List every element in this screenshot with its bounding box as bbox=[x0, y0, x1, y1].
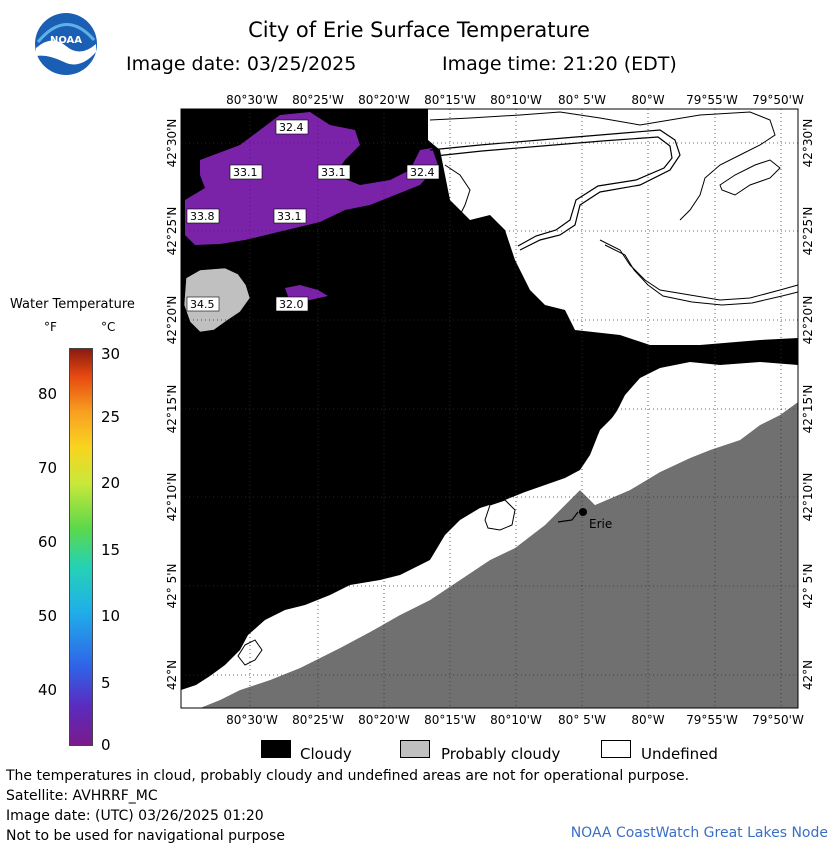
undefined-shore bbox=[195, 366, 798, 708]
key-undefined: Undefined bbox=[641, 745, 718, 763]
c-tick: 5 bbox=[101, 674, 111, 692]
lon-label: 80°W bbox=[631, 93, 664, 107]
image-date: Image date: 03/25/2025 bbox=[126, 53, 357, 75]
c-tick: 15 bbox=[101, 541, 121, 559]
noaa-logo: NOAA bbox=[35, 13, 97, 75]
credit-link[interactable]: NOAA CoastWatch Great Lakes Node bbox=[570, 825, 828, 841]
lat-label: 42°15'N bbox=[165, 385, 179, 434]
lon-label: 79°55'W bbox=[686, 713, 738, 727]
lat-label: 42°20'N bbox=[801, 296, 815, 345]
temp-label: 33.1 bbox=[321, 166, 346, 179]
lon-label: 80°30'W bbox=[226, 93, 278, 107]
lon-label: 80°25'W bbox=[292, 93, 344, 107]
cloudy-swatch bbox=[261, 740, 291, 758]
note-utc-date: Image date: (UTC) 03/26/2025 01:20 bbox=[6, 808, 264, 824]
f-tick: 60 bbox=[38, 533, 58, 551]
lon-label: 80°15'W bbox=[424, 713, 476, 727]
page-title: City of Erie Surface Temperature bbox=[248, 18, 590, 42]
city-marker-icon bbox=[579, 508, 587, 516]
key-cloudy: Cloudy bbox=[300, 745, 352, 763]
temp-label: 33.1 bbox=[277, 210, 302, 223]
c-tick: 30 bbox=[101, 345, 121, 363]
c-tick: 25 bbox=[101, 408, 121, 426]
lat-label: 42°N bbox=[165, 660, 179, 690]
lat-label: 42°10'N bbox=[165, 473, 179, 522]
land-area bbox=[200, 402, 798, 708]
temperature-colorbar bbox=[69, 348, 93, 746]
lat-label: 42°25'N bbox=[801, 207, 815, 256]
lon-label: 80°15'W bbox=[424, 93, 476, 107]
cold-water-patch bbox=[185, 112, 438, 245]
legend-title: Water Temperature bbox=[10, 297, 135, 312]
map-area bbox=[180, 108, 799, 709]
lon-label: 80°10'W bbox=[490, 93, 542, 107]
lon-label: 80°30'W bbox=[226, 713, 278, 727]
lat-label: 42°30'N bbox=[165, 119, 179, 168]
lon-label: 79°50'W bbox=[752, 713, 804, 727]
cloudy-area bbox=[181, 109, 798, 690]
lon-labels-bottom: 80°30'W 80°25'W 80°20'W 80°15'W 80°10'W … bbox=[226, 713, 804, 727]
lon-label: 80° 5'W bbox=[558, 93, 606, 107]
image-time: Image time: 21:20 (EDT) bbox=[442, 53, 677, 75]
lat-label: 42°20'N bbox=[165, 296, 179, 345]
notes: The temperatures in cloud, probably clou… bbox=[6, 766, 689, 846]
note-disclaimer: The temperatures in cloud, probably clou… bbox=[6, 768, 690, 784]
f-tick: 50 bbox=[38, 607, 58, 625]
temp-labels: 32.4 33.1 33.1 32.4 33.8 33.1 34.5 32.0 bbox=[186, 119, 440, 312]
lat-label: 42°N bbox=[801, 660, 815, 690]
temp-label: 34.5 bbox=[190, 298, 215, 311]
temp-label: 32.4 bbox=[279, 121, 304, 134]
note-navigation: Not to be used for navigational purpose bbox=[6, 828, 285, 844]
lon-label: 80°20'W bbox=[358, 93, 410, 107]
lon-label: 80°20'W bbox=[358, 713, 410, 727]
lon-label: 79°50'W bbox=[752, 93, 804, 107]
c-tick: 20 bbox=[101, 474, 121, 492]
lat-label: 42°30'N bbox=[801, 119, 815, 168]
lat-label: 42° 5'N bbox=[165, 564, 179, 609]
f-tick: 40 bbox=[38, 681, 58, 699]
lon-label: 80°10'W bbox=[490, 713, 542, 727]
f-tick: 80 bbox=[38, 385, 58, 403]
temp-label: 33.1 bbox=[233, 166, 258, 179]
lon-label: 80°25'W bbox=[292, 713, 344, 727]
lat-label: 42°25'N bbox=[165, 207, 179, 256]
graticule bbox=[181, 109, 798, 708]
lat-labels-right: 42°30'N 42°25'N 42°20'N 42°15'N 42°10'N … bbox=[801, 119, 815, 691]
temp-label: 33.8 bbox=[190, 210, 215, 223]
lon-label: 79°55'W bbox=[686, 93, 738, 107]
undefined-swatch bbox=[601, 740, 631, 758]
lat-label: 42° 5'N bbox=[801, 564, 815, 609]
lon-labels-top: 80°30'W 80°25'W 80°20'W 80°15'W 80°10'W … bbox=[226, 93, 804, 107]
unit-fahrenheit: °F bbox=[44, 320, 57, 334]
lon-label: 80°W bbox=[631, 713, 664, 727]
f-tick: 70 bbox=[38, 459, 58, 477]
lat-label: 42°10'N bbox=[801, 473, 815, 522]
note-satellite: Satellite: AVHRRF_MC bbox=[6, 788, 158, 804]
lat-label: 42°15'N bbox=[801, 385, 815, 434]
probably-cloudy-swatch bbox=[400, 740, 430, 758]
temp-label: 32.4 bbox=[410, 166, 435, 179]
key-probably-cloudy: Probably cloudy bbox=[441, 745, 561, 763]
c-tick: 0 bbox=[101, 736, 111, 754]
city-label: Erie bbox=[589, 517, 612, 531]
c-tick: 10 bbox=[101, 607, 121, 625]
temp-label: 32.0 bbox=[279, 298, 304, 311]
lon-label: 80° 5'W bbox=[558, 713, 606, 727]
lat-labels-left: 42°30'N 42°25'N 42°20'N 42°15'N 42°10'N … bbox=[165, 119, 179, 691]
unit-celsius: °C bbox=[101, 320, 116, 334]
logo-text: NOAA bbox=[50, 35, 82, 46]
